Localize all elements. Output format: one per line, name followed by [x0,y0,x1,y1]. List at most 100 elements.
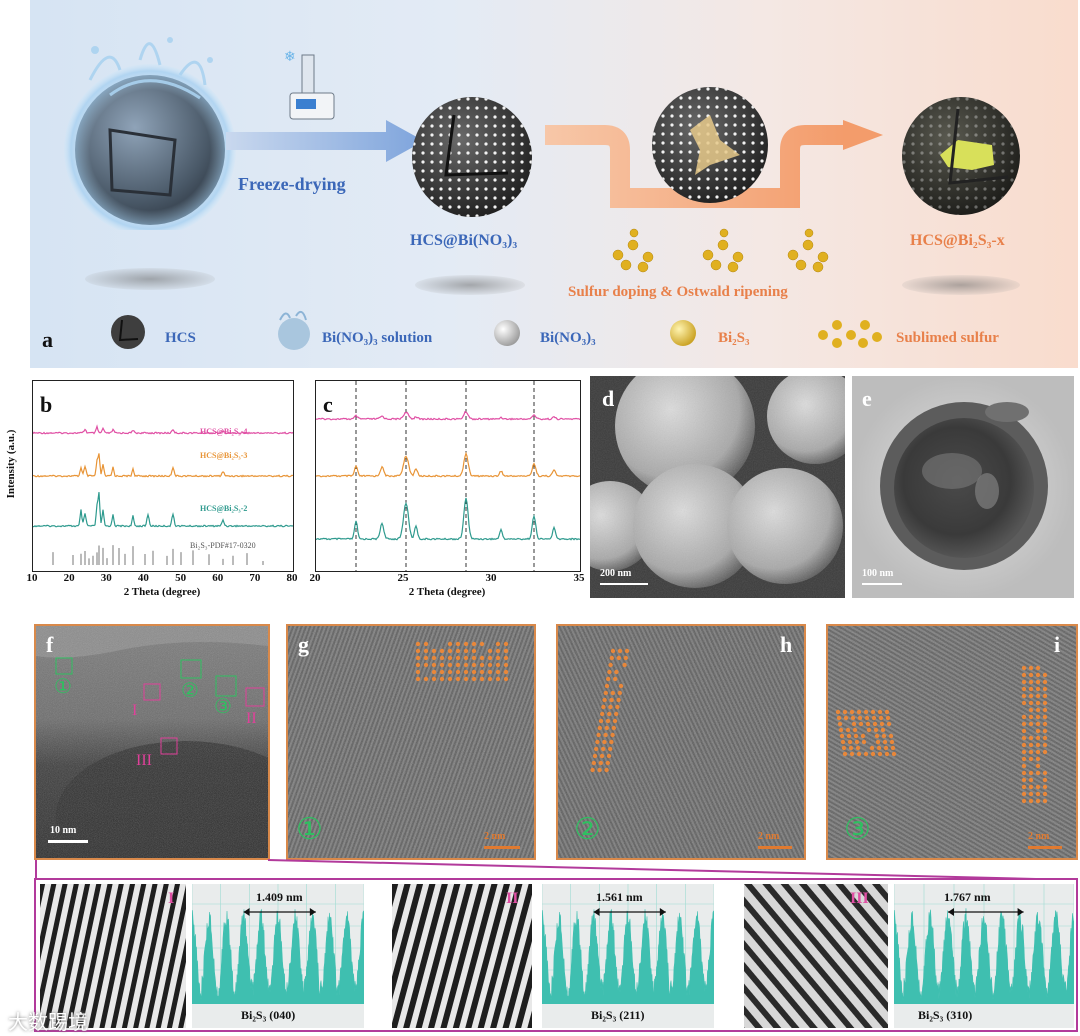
fft-roman-2: II [506,890,519,907]
panel-f-letter: f [46,632,54,657]
atom-overlay [423,662,429,668]
region-f-1: I [132,702,138,719]
atom-overlay [1035,784,1041,790]
atom-overlay [415,676,421,682]
solution-splash-icon [278,310,310,350]
atom-overlay [851,721,857,727]
atom-overlay [597,725,602,731]
atom-overlay [877,709,883,715]
x-tick-label: 20 [63,572,75,584]
atom-overlay [607,669,612,675]
atom-overlay [842,709,848,715]
atom-overlay [447,648,453,654]
scale-bar-e [862,583,902,585]
scale-label-i: 2 nm [1028,831,1050,842]
atom-overlay [617,648,623,654]
atom-overlay [463,641,469,647]
atom-overlay [609,697,614,703]
watermark: 大数踢境 [8,1010,88,1034]
atom-overlay [1042,728,1048,734]
atom-overlay [415,655,421,661]
atom-overlay [1035,693,1041,699]
atom-overlay [1028,735,1034,741]
atom-overlay [599,753,605,759]
atom-overlay [1028,707,1034,713]
atom-overlay [1035,714,1041,720]
region-f-2: II [246,710,257,727]
atom-overlay [503,669,509,675]
atom-overlay [848,745,854,751]
atom-overlay [608,662,613,668]
atom-overlay [1042,749,1048,755]
atom-overlay [865,721,871,727]
series-label-b-2: HCS@Bi₂S₃-2 [200,504,248,513]
region-f-3: III [136,752,152,769]
atom-overlay [1042,714,1048,720]
atom-overlay [590,767,595,773]
atom-overlay [1028,742,1034,748]
x-tick-label: 30 [100,572,112,584]
atom-overlay [1021,749,1027,755]
atom-overlay [863,709,869,715]
atom-overlay [856,709,862,715]
fft-roman-3: III [850,890,869,907]
atom-overlay [1035,770,1041,776]
arrow-head-left [593,908,600,916]
freeze-drying-arrow [226,120,424,162]
atom-overlay [598,718,604,724]
atom-overlay [471,655,477,661]
atom-overlay [1021,700,1027,706]
atom-overlay [1021,728,1027,734]
atom-overlay [1028,686,1034,692]
atom-overlay [602,739,607,745]
atom-overlay [503,662,509,668]
atom-overlay [479,641,485,647]
atom-overlay [455,641,461,647]
atom-overlay [888,733,894,739]
atom-overlay [1028,672,1034,678]
xrd-trace [32,492,294,528]
atom-overlay [495,641,501,647]
line-profile-1 [191,884,365,1028]
marker-f-2: ② [181,680,199,702]
scale-label-e: 100 nm [862,568,894,579]
atom-overlay [463,669,469,675]
atom-overlay [845,727,851,733]
atom-overlay [603,732,608,738]
ylabel-b: Intensity (a.u.) [5,429,17,499]
scale-bar-i [1028,846,1062,849]
atom-overlay [609,655,614,661]
atom-overlay [1021,742,1027,748]
atom-overlay [890,745,896,751]
fft-image-1 [40,884,186,1028]
atom-overlay [873,727,879,733]
atom-overlay [1035,749,1041,755]
bi2s3x-label: HCS@Bi₂S₃-x [910,232,1005,249]
marker-g: ① [296,813,323,846]
atom-overlay [607,711,612,717]
hcs-bi2s3x-sphere [902,97,1020,215]
atom-overlay [1021,679,1027,685]
atom-overlay [463,662,469,668]
fft-image-3 [744,884,888,1028]
legend-label-solution: Bi(NO₃)₃ solution [322,330,433,346]
atom-overlay [858,721,864,727]
atom-overlay [1028,777,1034,783]
atom-overlay [1021,672,1027,678]
hrtem-image-f: f ① ② ③ I II III 10 nm [34,624,270,860]
arrow-head-right [1017,908,1024,916]
atom-overlay [495,669,501,675]
atom-overlay [884,751,890,757]
zoom-connector-lines [35,859,1077,881]
atom-overlay [856,751,862,757]
atom-overlay [1021,693,1027,699]
scale-bar-d [600,583,648,585]
atom-overlay [872,721,878,727]
atom-overlay [479,655,485,661]
atom-overlay [885,715,891,721]
atom-overlay [1028,791,1034,797]
atom-overlay [1042,707,1048,713]
atom-overlay [1028,721,1034,727]
atom-overlay [1035,756,1041,762]
arrow-head-left [948,908,954,916]
